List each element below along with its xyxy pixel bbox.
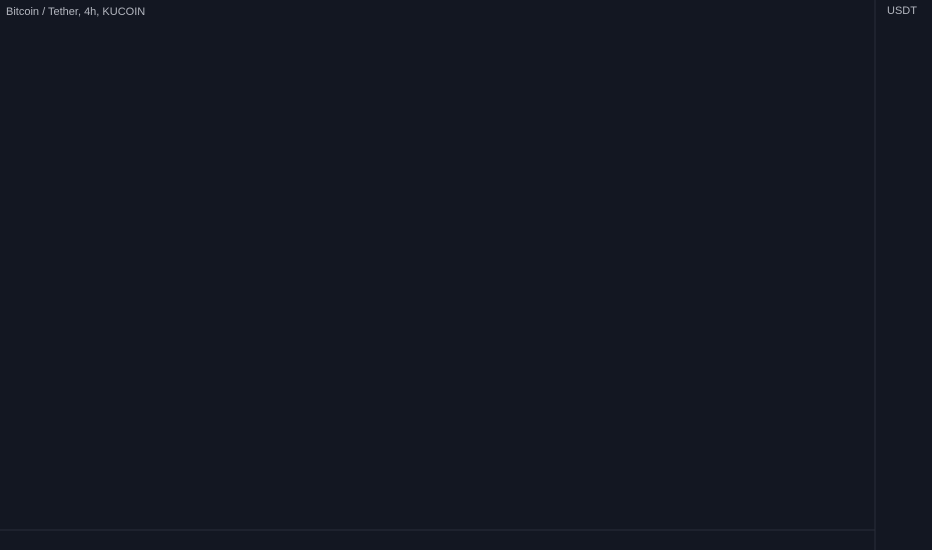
y-axis-label: USDT <box>887 5 917 17</box>
chart-title: Bitcoin / Tether, 4h, KUCOIN <box>6 6 145 18</box>
